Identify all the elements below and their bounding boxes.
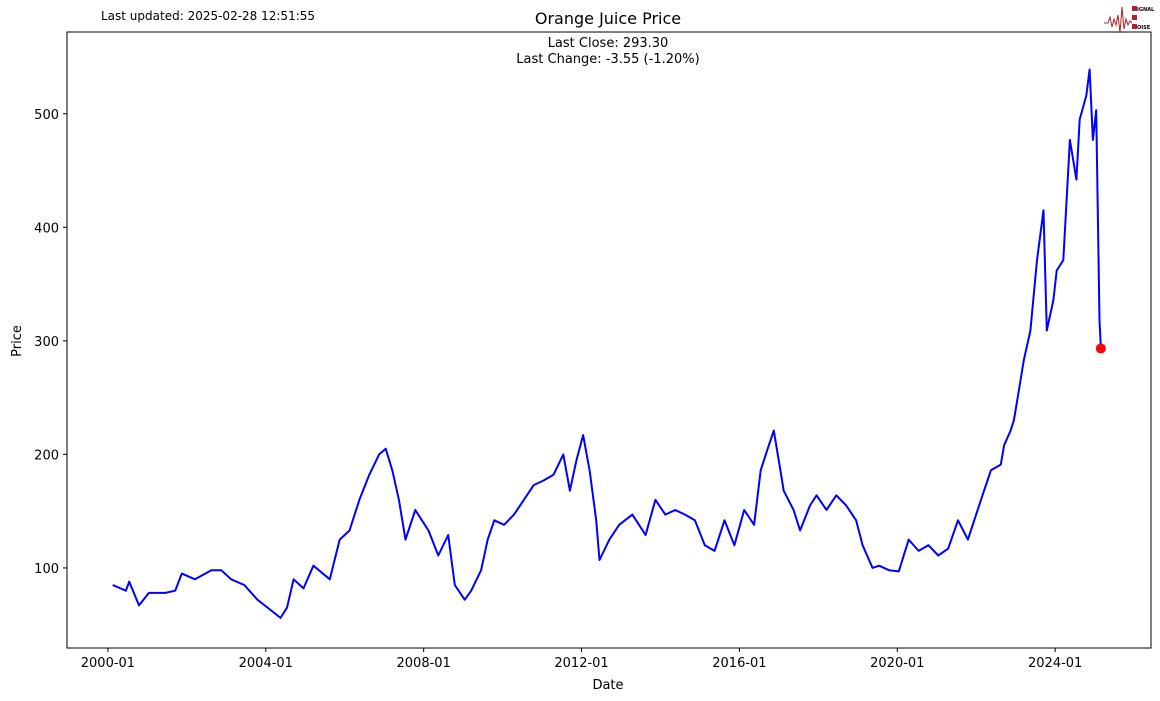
y-axis-label: Price bbox=[10, 325, 25, 357]
x-tick-label: 2000-01 bbox=[81, 656, 135, 671]
x-tick-label: 2012-01 bbox=[554, 656, 608, 671]
signal2noise-logo: IGNAL OISE bbox=[1104, 6, 1155, 34]
annotation-last-close: Last Close: 293.30 bbox=[548, 36, 669, 51]
x-tick-label: 2020-01 bbox=[870, 656, 924, 671]
x-tick-label: 2008-01 bbox=[397, 656, 451, 671]
last-close-marker bbox=[1095, 343, 1106, 354]
x-tick-label: 2016-01 bbox=[712, 656, 766, 671]
x-tick-label: 2004-01 bbox=[239, 656, 293, 671]
x-tick-label: 2024-01 bbox=[1028, 656, 1082, 671]
svg-text:IGNAL: IGNAL bbox=[1137, 7, 1155, 13]
y-tick-label: 400 bbox=[34, 221, 59, 236]
last-updated-text: Last updated: 2025-02-28 12:51:55 bbox=[101, 9, 315, 23]
price-line bbox=[112, 68, 1102, 619]
chart-title: Orange Juice Price bbox=[535, 9, 681, 28]
svg-text:OISE: OISE bbox=[1137, 25, 1151, 31]
y-tick-label: 100 bbox=[34, 562, 59, 577]
y-tick-label: 500 bbox=[34, 108, 59, 123]
y-tick-label: 200 bbox=[34, 448, 59, 463]
x-axis-label: Date bbox=[592, 678, 623, 693]
plot-area bbox=[66, 31, 1152, 649]
annotation-last-change: Last Change: -3.55 (-1.20%) bbox=[516, 52, 699, 67]
y-tick-label: 300 bbox=[34, 335, 59, 350]
